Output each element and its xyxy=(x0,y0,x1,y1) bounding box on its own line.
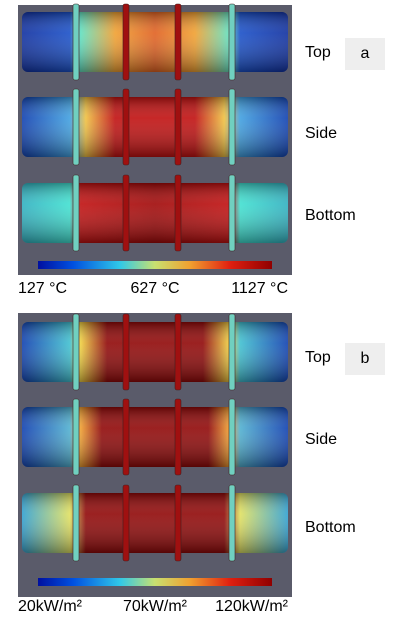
flange xyxy=(174,313,182,391)
flange xyxy=(228,88,236,166)
flange xyxy=(72,484,80,562)
flange xyxy=(122,484,130,562)
row-label: Side xyxy=(305,431,337,448)
cylinder-shade xyxy=(22,12,288,72)
flange xyxy=(228,174,236,252)
flange xyxy=(174,88,182,166)
flange xyxy=(228,398,236,476)
row-label: Side xyxy=(305,125,337,142)
row-label: Top xyxy=(305,349,331,366)
flange xyxy=(228,484,236,562)
cylinder-shade xyxy=(22,97,288,157)
colorbar-label: 120kW/m² xyxy=(215,598,289,615)
colorbar xyxy=(38,261,272,269)
colorbar xyxy=(38,578,272,586)
row-label: Bottom xyxy=(305,207,356,224)
panel-letter-box xyxy=(345,343,385,375)
flange xyxy=(72,313,80,391)
flange xyxy=(174,3,182,81)
row-label: Top xyxy=(305,44,331,61)
flange xyxy=(122,398,130,476)
panel-letter: a xyxy=(361,45,370,62)
flange xyxy=(72,174,80,252)
flange xyxy=(228,3,236,81)
colorbar-label: 70kW/m² xyxy=(123,598,188,615)
panel-letter: b xyxy=(361,350,370,367)
flange xyxy=(122,3,130,81)
cylinder-shade xyxy=(22,407,288,467)
flange xyxy=(228,313,236,391)
flange xyxy=(122,174,130,252)
flange xyxy=(72,398,80,476)
flange xyxy=(174,174,182,252)
row-label: Bottom xyxy=(305,519,356,536)
colorbar-label: 127 °C xyxy=(18,280,67,297)
flange xyxy=(122,313,130,391)
cylinder-shade xyxy=(22,493,288,553)
cylinder-shade xyxy=(22,322,288,382)
flange xyxy=(174,398,182,476)
flange xyxy=(174,484,182,562)
flange xyxy=(72,3,80,81)
colorbar-label: 627 °C xyxy=(130,280,179,297)
flange xyxy=(72,88,80,166)
cylinder-shade xyxy=(22,183,288,243)
flange xyxy=(122,88,130,166)
panel-letter-box xyxy=(345,38,385,70)
colorbar-label: 1127 °C xyxy=(231,280,288,297)
colorbar-label: 20kW/m² xyxy=(18,598,83,615)
